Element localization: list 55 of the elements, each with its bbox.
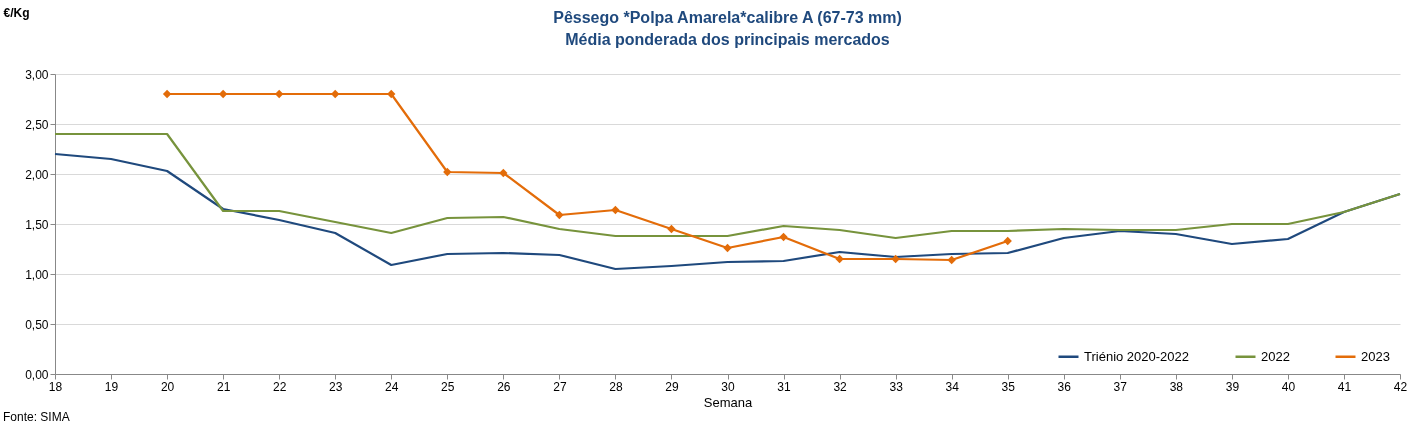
x-tick-label: 31 — [777, 379, 792, 394]
line-series — [53, 132, 1402, 240]
point — [443, 167, 452, 177]
chart-subtitle: Média ponderada dos principais mercados — [565, 31, 890, 48]
x-tick-label: 40 — [1281, 379, 1296, 394]
point — [387, 89, 396, 99]
legend-label: 2023 — [1361, 348, 1390, 364]
point — [779, 232, 788, 242]
point — [891, 254, 900, 264]
y-tick-label: 2,50 — [25, 117, 49, 132]
y-tick-label: 3,00 — [25, 67, 49, 82]
point — [555, 210, 564, 220]
point — [1003, 236, 1012, 246]
point — [611, 205, 620, 215]
x-tick-label: 27 — [553, 379, 567, 394]
y-axis-title: €/Kg — [3, 5, 30, 20]
x-tick-label: 35 — [1001, 379, 1016, 394]
x-tick-label: 25 — [441, 379, 455, 394]
y-tick-label: 0,00 — [25, 367, 49, 382]
x-tick-label: 32 — [833, 379, 848, 394]
chart-title: Pêssego *Polpa Amarela*calibre A (67-73 mm) — [553, 9, 902, 26]
x-tick-label: 36 — [1057, 379, 1072, 394]
point — [331, 89, 340, 99]
x-tick-label: 23 — [329, 379, 343, 394]
x-tick-label: 20 — [160, 379, 175, 394]
x-tick-label: 39 — [1225, 379, 1240, 394]
point — [499, 168, 508, 178]
point — [947, 255, 956, 265]
point — [723, 243, 732, 253]
point — [667, 224, 676, 234]
y-tick-label: 1,00 — [25, 267, 49, 282]
x-tick-label: 30 — [721, 379, 735, 394]
x-tick-label: 26 — [497, 379, 511, 394]
x-tick-label: 28 — [609, 379, 623, 394]
x-tick-label: 24 — [385, 379, 399, 394]
x-tick-label: 22 — [272, 379, 287, 394]
x-tick-label: 34 — [945, 379, 960, 394]
x-tick-label: 29 — [665, 379, 679, 394]
x-tick-label: 41 — [1337, 379, 1352, 394]
y-tick-label: 1,50 — [25, 217, 49, 232]
point — [162, 89, 172, 99]
source-note: Fonte: SIMA — [3, 410, 70, 424]
x-tick-label: 33 — [889, 379, 904, 394]
x-axis-title: Semana — [703, 394, 753, 410]
y-tick-label: 2,00 — [25, 167, 49, 182]
x-tick-label: 42 — [1393, 379, 1408, 394]
x-tick-label: 19 — [104, 379, 119, 394]
x-tick-label: 21 — [216, 379, 231, 394]
x-tick-label: 37 — [1113, 379, 1128, 394]
y-tick-label: 0,50 — [25, 317, 49, 332]
legend-label: Triénio 2020-2022 — [1084, 348, 1190, 364]
x-tick-label: 38 — [1169, 379, 1184, 394]
legend-label: 2022 — [1261, 348, 1290, 364]
point — [835, 254, 844, 264]
x-tick-label: 18 — [48, 379, 63, 394]
